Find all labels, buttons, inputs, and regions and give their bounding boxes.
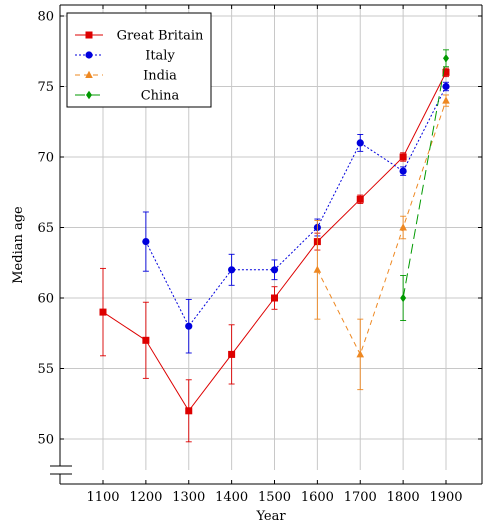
x-tick-label: 1400 [215,490,248,505]
legend-entry: India [75,69,177,84]
data-point [356,350,365,358]
axes [50,4,483,485]
data-point [228,350,236,358]
data-point [356,195,364,203]
x-tick-label: 1100 [86,490,119,505]
legend: Great Britain Italy India China [66,12,212,108]
data-point [399,223,407,231]
x-axis-label: Year [255,509,286,524]
legend-label: Italy [145,49,175,64]
data-point [86,90,92,100]
y-tick-label: 70 [37,151,54,166]
y-tick-label: 60 [37,292,54,307]
x-tick-label: 1300 [172,490,205,505]
data-point [399,167,407,175]
series-china [400,49,449,322]
legend-label: China [141,89,180,104]
data-point [185,407,193,415]
y-axis-label: Median age [11,206,26,284]
y-tick-label: 80 [37,10,54,25]
data-point [85,31,93,39]
data-point [99,308,107,316]
data-point [400,293,407,303]
y-tick-label: 75 [37,80,54,95]
data-point [142,336,150,344]
series-line [316,100,447,356]
data-point [271,294,278,302]
x-tick-label: 1600 [301,490,334,505]
legend-entry: Great Britain [75,29,204,44]
data-point [399,153,407,161]
x-tick-label: 1900 [429,490,462,505]
data-point [442,82,450,91]
data-point [228,266,236,274]
data-point [442,68,450,76]
legend-entry: China [75,89,180,104]
data-point [442,96,450,104]
series-italy [142,81,450,354]
tick-labels: 1100 1200 1300 1400 1500 1600 1700 1800 1900 50 55… [37,10,462,506]
data-point [313,265,322,273]
legend-label: Great Britain [117,29,204,44]
data-point [142,238,150,246]
data-point [185,322,193,330]
data-point [85,70,93,78]
legend-box [66,12,212,108]
y-tick-label: 55 [37,362,54,377]
series-layer [99,49,450,443]
y-tick-label: 65 [37,221,54,236]
x-tick-label: 1200 [129,490,162,505]
data-point [356,139,364,147]
series-india [313,94,450,391]
legend-label: India [143,69,177,84]
data-point [270,266,279,274]
x-tick-label: 1700 [344,490,377,505]
data-point [443,54,449,63]
x-tick-label: 1800 [387,490,420,505]
x-tick-label: 1500 [258,490,291,505]
axis-break-gap [50,466,72,474]
series-line [145,86,447,328]
data-point [85,51,93,59]
series-line [402,58,447,299]
legend-entry: Italy [75,49,175,64]
y-tick-label: 50 [37,433,54,448]
